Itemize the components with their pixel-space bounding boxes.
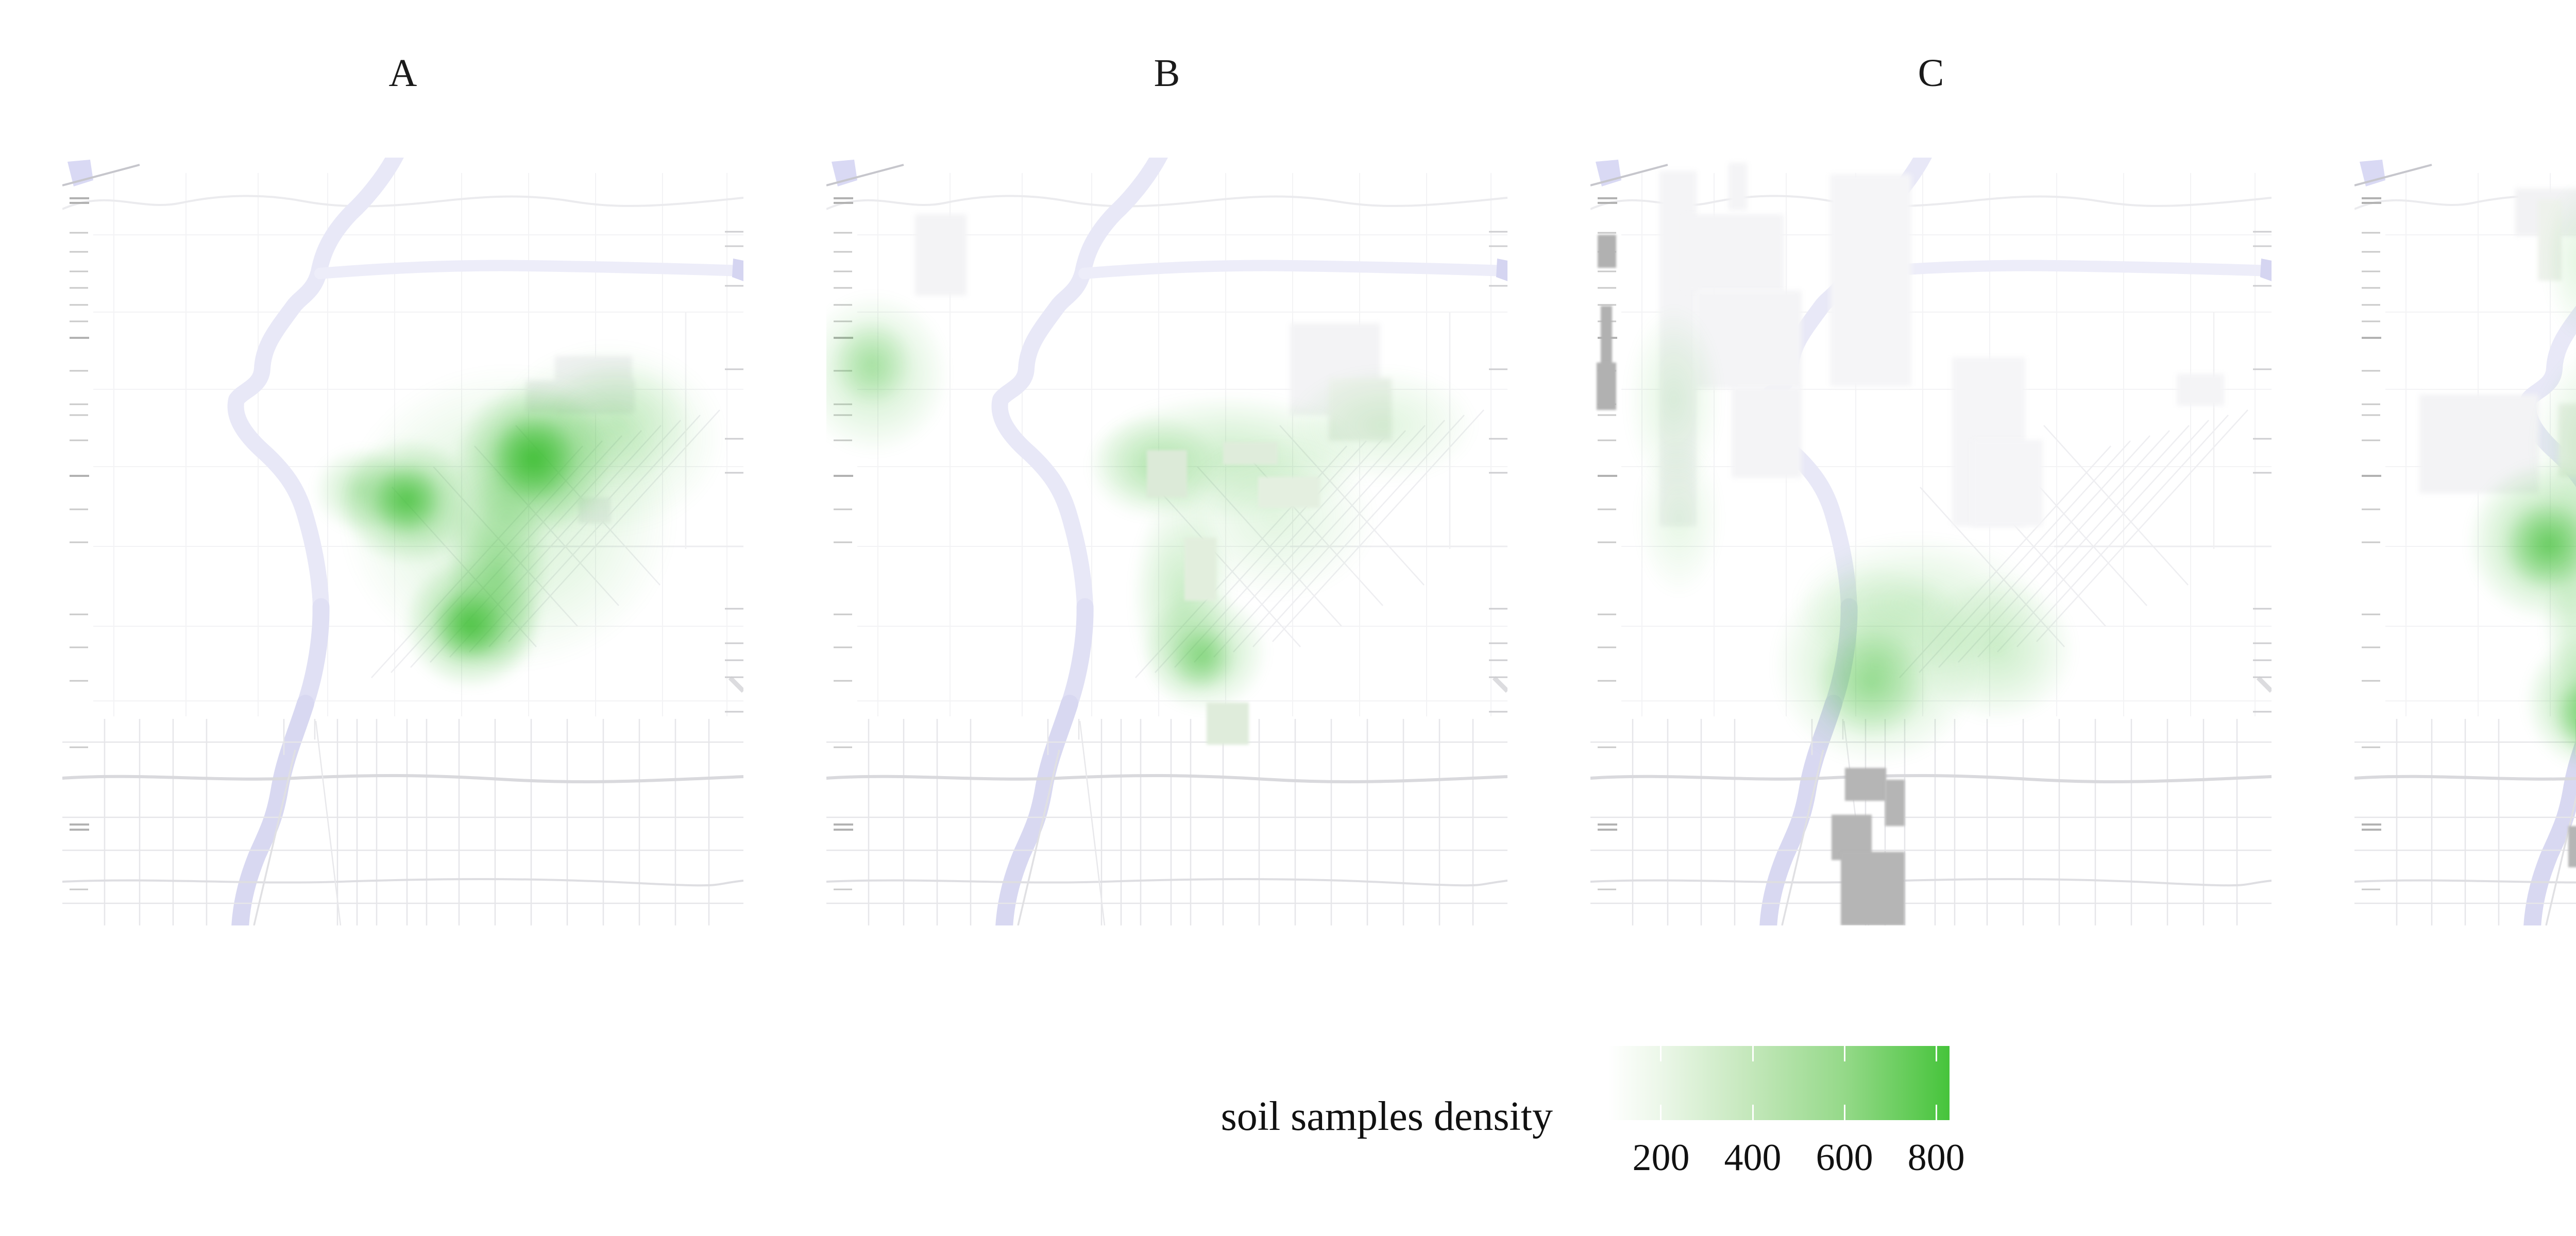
- density-blob: [1918, 575, 2077, 724]
- masked-area-block: [1597, 363, 1616, 410]
- density-blob: [370, 464, 443, 536]
- shaded-area-block: [1728, 163, 1747, 210]
- map-panel-d: [2354, 158, 2576, 925]
- colorbar: [1608, 1046, 1950, 1120]
- density-overlay-layer: [826, 158, 1507, 925]
- colorbar-tick: [1935, 1105, 1937, 1120]
- shaded-area-block: [2419, 394, 2539, 493]
- density-blob: [1815, 626, 1928, 740]
- shaded-area-block: [1258, 477, 1320, 508]
- density-blob: [826, 291, 951, 456]
- colorbar-tick: [1935, 1046, 1937, 1061]
- density-blob: [432, 588, 506, 662]
- panel-title-b: B: [1154, 52, 1180, 95]
- shaded-area-block: [1329, 378, 1392, 441]
- shaded-area-block: [915, 214, 967, 296]
- map-panel-a: [62, 158, 743, 925]
- map-panel-c: [1590, 158, 2272, 925]
- density-blob: [2544, 181, 2576, 340]
- shaded-area-block: [1972, 440, 2043, 526]
- map-panel-b: [826, 158, 1507, 925]
- colorbar-tick: [1660, 1046, 1662, 1061]
- density-blob: [1791, 534, 2044, 673]
- shaded-area-block: [1207, 702, 1249, 745]
- shaded-area-block: [2538, 200, 2562, 281]
- density-blob: [1287, 366, 1478, 485]
- masked-area-block: [2568, 826, 2576, 867]
- masked-area-block: [1845, 768, 1886, 801]
- colorbar-tick: [1660, 1105, 1662, 1120]
- shaded-area-block: [1683, 214, 1784, 291]
- shaded-area-block: [1184, 538, 1216, 600]
- density-blob: [2553, 673, 2576, 757]
- masked-area-block: [1841, 852, 1905, 925]
- shaded-area-block: [1223, 442, 1278, 465]
- shaded-area-block: [1696, 290, 1802, 388]
- density-blob: [1169, 625, 1236, 692]
- density-blob: [1141, 590, 1269, 714]
- density-overlay-layer: [62, 158, 743, 925]
- legend-title: soil samples density: [1221, 1094, 1553, 1139]
- panel-title-c: C: [1918, 52, 1944, 95]
- density-overlay-layer: [2354, 158, 2576, 925]
- shaded-area-block: [2177, 374, 2224, 406]
- masked-area-block: [1885, 780, 1905, 826]
- shaded-area-block: [1830, 174, 1911, 386]
- panel-title-a: A: [388, 52, 417, 95]
- density-overlay-layer: [1590, 158, 2272, 925]
- colorbar-tick-label: 400: [1724, 1137, 1782, 1179]
- shaded-area-block: [1732, 387, 1802, 478]
- shaded-area-block: [2558, 404, 2576, 477]
- colorbar-tick: [1843, 1105, 1845, 1120]
- colorbar-tick-label: 200: [1632, 1137, 1690, 1179]
- density-blob: [490, 415, 578, 503]
- density-blob: [1625, 304, 1723, 495]
- masked-area-block: [1598, 235, 1616, 268]
- density-blob: [831, 319, 913, 406]
- colorbar-tick: [1752, 1105, 1754, 1120]
- colorbar-tick: [1752, 1046, 1754, 1061]
- density-blob: [1635, 438, 1723, 598]
- colorbar-tick: [1843, 1046, 1845, 1061]
- colorbar-tick-label: 600: [1816, 1137, 1873, 1179]
- masked-area-block: [1601, 306, 1612, 368]
- shaded-area-block: [1147, 450, 1187, 497]
- colorbar-tick-label: 800: [1907, 1137, 1965, 1179]
- panel-title-d: D: [2354, 52, 2576, 95]
- density-blob: [2503, 500, 2576, 591]
- density-blob: [1771, 562, 1982, 768]
